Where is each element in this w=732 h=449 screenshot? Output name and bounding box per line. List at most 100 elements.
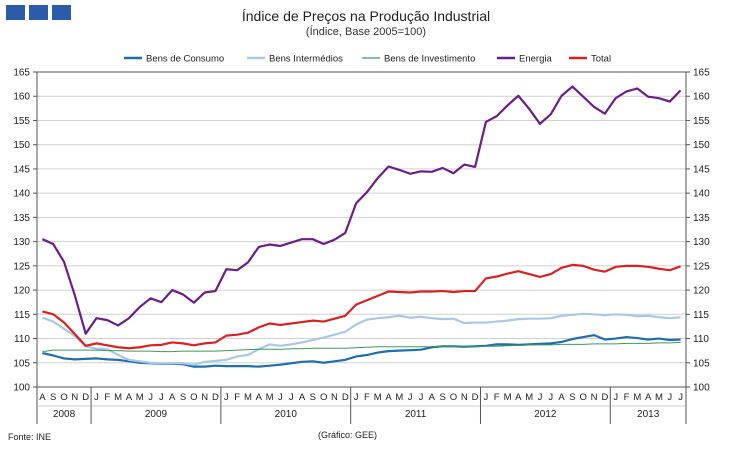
x-tick-label: A — [169, 392, 176, 403]
x-tick-label: N — [201, 392, 208, 403]
y-tick-label-right: 120 — [693, 286, 710, 297]
y-tick-label-right: 135 — [693, 213, 710, 224]
x-tick-label: O — [320, 392, 327, 403]
y-tick-label-right: 165 — [693, 68, 710, 79]
chart-legend: Bens de Consumo Bens Intermédios Bens de I… — [124, 54, 611, 65]
x-tick-label: M — [395, 392, 403, 403]
logo-square-2 — [29, 5, 48, 20]
year-label: 2010 — [275, 409, 298, 420]
x-tick-label: A — [126, 392, 133, 403]
series-line — [42, 263, 681, 350]
x-tick-label: M — [655, 392, 663, 403]
logo-square-3 — [52, 5, 71, 20]
legend-label: Energia — [519, 54, 552, 65]
x-tick-label: D — [472, 392, 479, 403]
x-tick-label: D — [82, 392, 89, 403]
plot-frame — [36, 71, 687, 388]
x-tick-label: S — [569, 392, 575, 403]
y-tick-label-right: 110 — [693, 334, 709, 345]
y-tick-label-right: 105 — [693, 358, 710, 369]
year-label: 2008 — [53, 409, 76, 420]
x-tick-label: M — [136, 392, 144, 403]
x-tick-label: A — [385, 392, 392, 403]
x-tick-label: F — [494, 392, 500, 403]
x-tick-label: J — [538, 392, 543, 403]
x-tick-label: J — [419, 392, 424, 403]
x-tick-label: S — [439, 392, 445, 403]
chart-credit: (Gráfico: GEE) — [318, 430, 378, 440]
y-tick-label-right: 145 — [693, 164, 710, 175]
year-label: 2013 — [637, 409, 660, 420]
x-tick-label: J — [354, 392, 359, 403]
y-tick-label-left: 120 — [13, 286, 30, 297]
series-line — [42, 341, 681, 353]
x-tick-label: O — [450, 392, 457, 403]
y-tick-label-left: 125 — [13, 261, 30, 272]
year-label: 2011 — [405, 409, 427, 420]
x-tick-label: D — [212, 392, 219, 403]
y-tick-label-left: 135 — [13, 213, 30, 224]
x-tick-label: A — [558, 392, 565, 403]
x-tick-label: J — [548, 392, 553, 403]
chart-axes: 100 100 105 105 110 110 115 115 120 120 125 125 130 1… — [13, 68, 710, 394]
series-line — [42, 312, 681, 366]
x-tick-label: J — [159, 392, 164, 403]
y-tick-label-right: 150 — [693, 140, 710, 151]
x-tick-label: A — [515, 392, 522, 403]
legend-label: Bens Intermédios — [269, 54, 343, 65]
x-tick-label: J — [667, 392, 672, 403]
y-tick-label-left: 110 — [14, 334, 30, 345]
chart-title: Índice de Preços na Produção Industrial — [241, 8, 491, 24]
x-tick-label: F — [624, 392, 630, 403]
year-label: 2012 — [534, 409, 557, 420]
y-tick-label-right: 115 — [693, 310, 709, 321]
y-tick-label-right: 140 — [693, 189, 710, 200]
y-tick-label-right: 130 — [693, 237, 710, 248]
x-tick-label: M — [504, 392, 512, 403]
x-tick-label: A — [39, 392, 46, 403]
chart-series — [41, 85, 682, 368]
x-tick-label: A — [256, 392, 263, 403]
x-tick-label: N — [71, 392, 78, 403]
x-tick-label: J — [613, 392, 618, 403]
x-tick-label: M — [244, 392, 252, 403]
x-tick-label: M — [374, 392, 382, 403]
x-tick-label: J — [289, 392, 294, 403]
y-tick-label-left: 115 — [14, 310, 30, 321]
x-tick-label: A — [429, 392, 436, 403]
legend-label: Total — [591, 54, 611, 65]
x-tick-label: J — [94, 392, 99, 403]
x-tick-label: D — [601, 392, 608, 403]
y-tick-label-right: 125 — [693, 261, 710, 272]
x-tick-label: M — [525, 392, 533, 403]
x-tick-label: J — [484, 392, 489, 403]
x-tick-label: J — [224, 392, 229, 403]
year-label: 2009 — [145, 409, 168, 420]
y-tick-label-left: 150 — [13, 140, 30, 151]
x-tick-label: M — [633, 392, 641, 403]
y-tick-label-left: 165 — [13, 68, 30, 79]
y-tick-label-left: 130 — [13, 237, 30, 248]
x-tick-label: F — [234, 392, 240, 403]
y-tick-label-right: 160 — [693, 92, 710, 103]
x-tick-label: A — [645, 392, 652, 403]
x-tick-label: S — [310, 392, 316, 403]
x-tick-label: M — [266, 392, 274, 403]
logo-square-1 — [6, 5, 25, 20]
x-tick-label: M — [114, 392, 122, 403]
x-tick-label: J — [148, 392, 153, 403]
legend-label: Bens de Investimento — [384, 54, 475, 65]
series-line — [41, 85, 682, 335]
y-tick-label-left: 145 — [13, 164, 30, 175]
y-tick-label-left: 160 — [13, 92, 30, 103]
x-tick-label: N — [331, 392, 338, 403]
y-tick-label-left: 105 — [13, 358, 30, 369]
legend-label: Bens de Consumo — [146, 54, 224, 65]
y-tick-label-right: 100 — [693, 383, 710, 394]
x-tick-label: O — [190, 392, 197, 403]
x-tick-label: F — [364, 392, 370, 403]
x-tick-label: J — [278, 392, 283, 403]
x-tick-label: N — [591, 392, 598, 403]
